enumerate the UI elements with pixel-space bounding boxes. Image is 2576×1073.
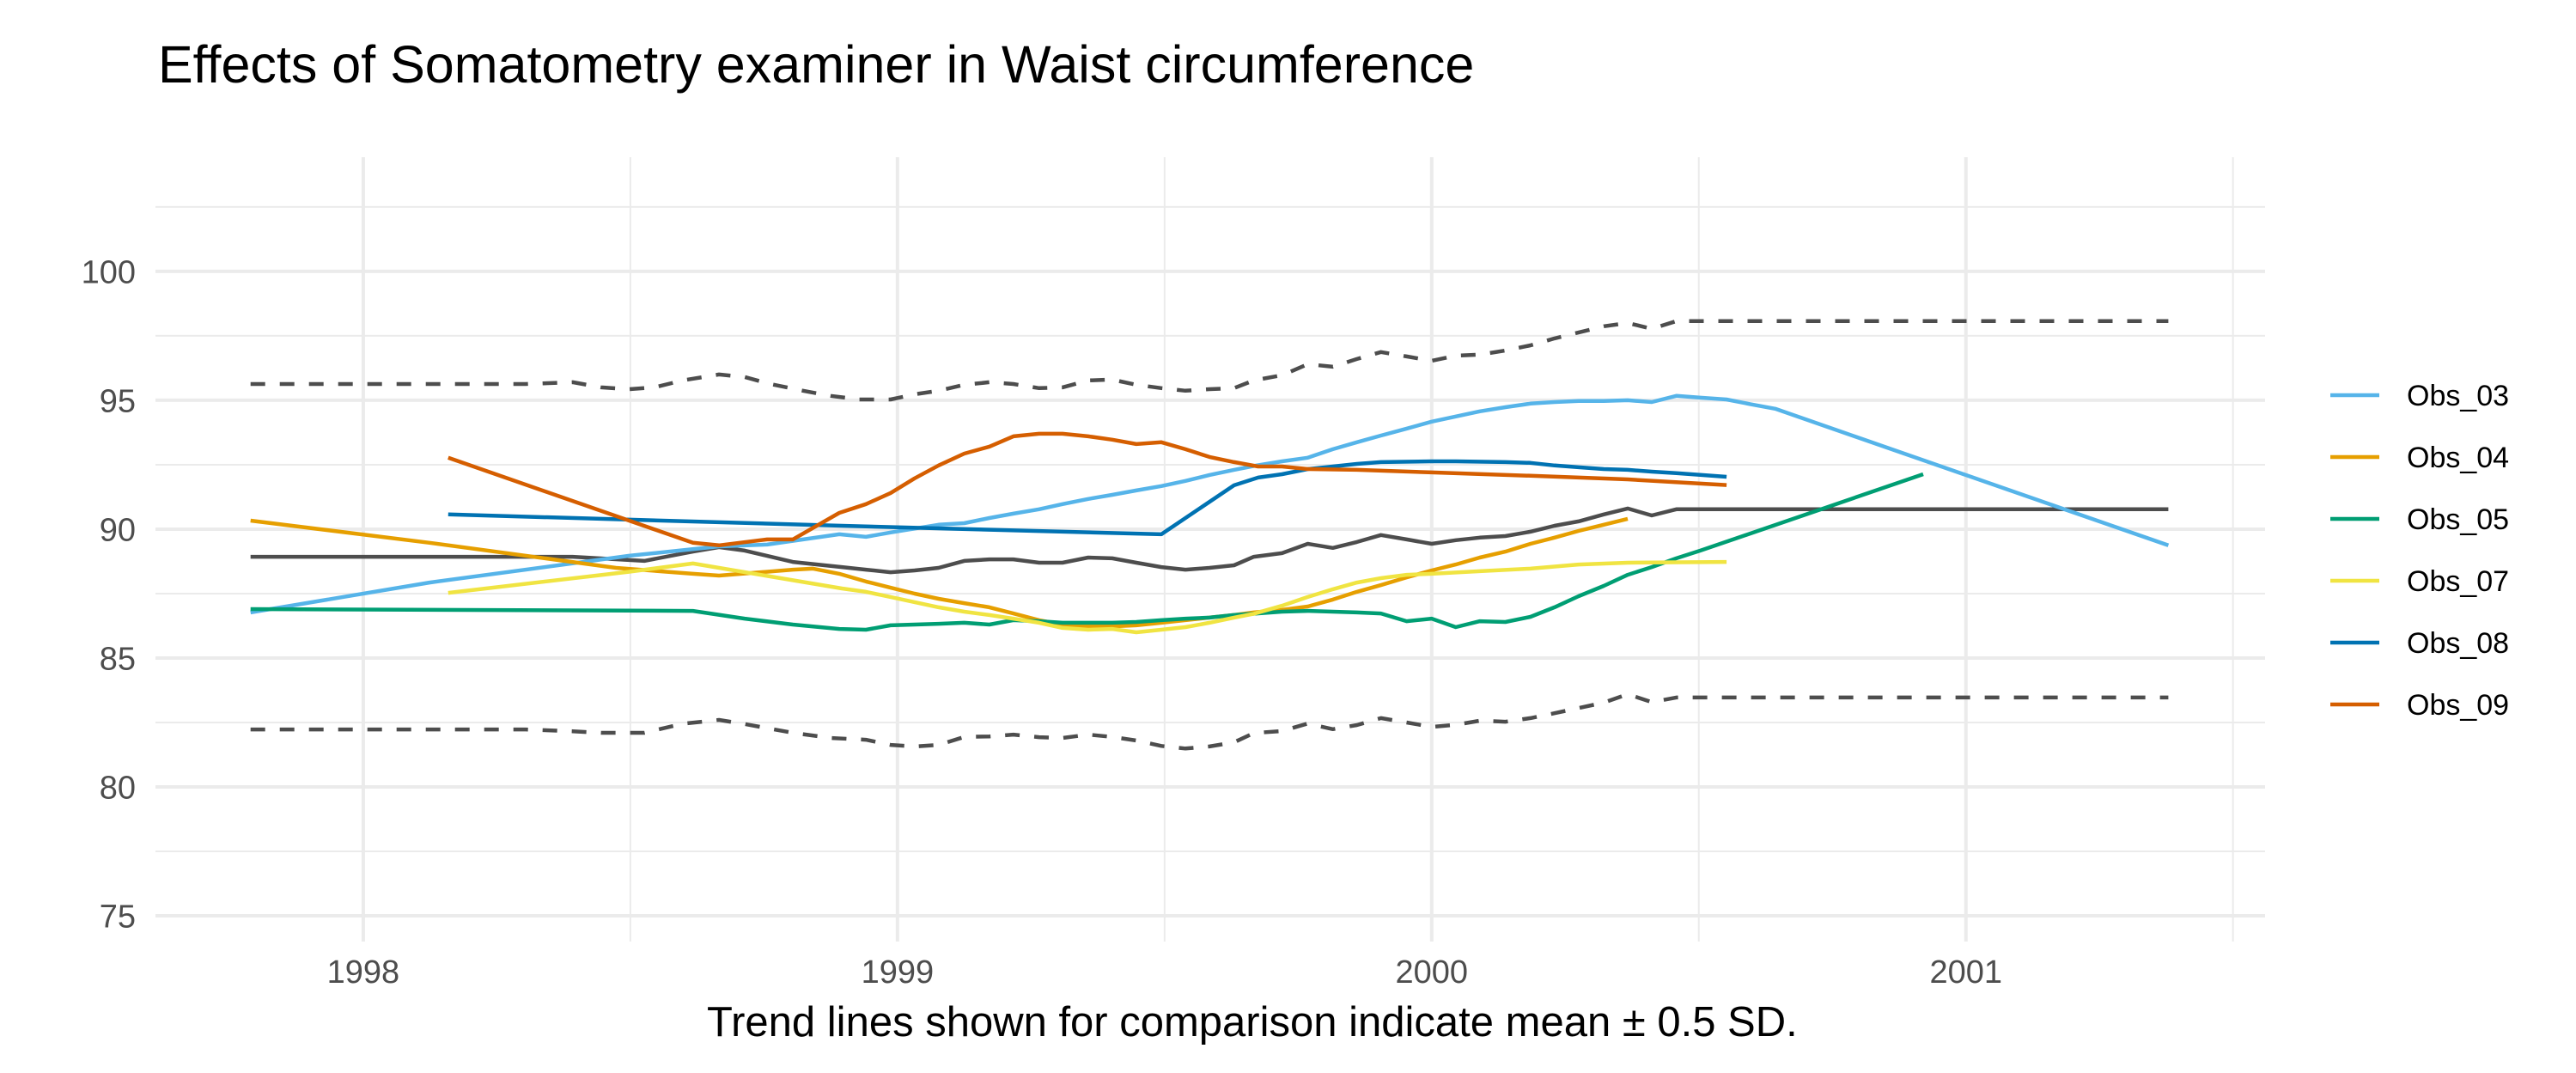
- legend-label: Obs_04: [2407, 442, 2509, 474]
- chart-caption: Trend lines shown for comparison indicat…: [707, 999, 1798, 1046]
- legend-label: Obs_08: [2407, 627, 2509, 660]
- series-line-obs-08: [448, 459, 1727, 537]
- upper-sd-line: [250, 319, 2169, 402]
- legend-label: Obs_03: [2407, 380, 2509, 412]
- legend-item: Obs_05: [2330, 503, 2509, 536]
- chart-title: Effects of Somatometry examiner in Waist…: [158, 35, 1474, 94]
- mean-line: [250, 506, 2169, 575]
- y-tick-label: 85: [100, 641, 136, 677]
- legend-item: Obs_08: [2330, 627, 2509, 660]
- y-tick-label: 75: [100, 899, 136, 935]
- legend-item: Obs_07: [2330, 565, 2509, 598]
- y-tick-label: 100: [82, 254, 136, 290]
- legend-item: Obs_03: [2330, 380, 2509, 412]
- y-tick-label: 80: [100, 770, 136, 806]
- series-line-obs-04: [250, 516, 1629, 629]
- legend-label: Obs_05: [2407, 503, 2509, 536]
- series-line-obs-05: [250, 472, 1924, 632]
- minor-gridlines: [155, 157, 2265, 942]
- y-tick-label: 90: [100, 512, 136, 548]
- major-gridlines: [155, 157, 2265, 942]
- legend-label: Obs_09: [2407, 689, 2509, 722]
- series-line-obs-03: [250, 393, 2170, 615]
- legend: Obs_03 Obs_04 Obs_05 Obs_07 Obs_08 Obs_09: [2330, 380, 2509, 722]
- y-tick-label: 95: [100, 383, 136, 419]
- lower-sd-line: [250, 692, 2169, 751]
- legend-item: Obs_09: [2330, 689, 2509, 722]
- series-lines: [250, 393, 2170, 635]
- x-axis: 1998 1999 2000 2001: [327, 954, 2002, 991]
- x-tick-label: 2000: [1396, 954, 1469, 991]
- reference-lines: [250, 319, 2169, 751]
- series-line-obs-07: [448, 559, 1727, 635]
- legend-label: Obs_07: [2407, 565, 2509, 598]
- series-line-obs-09: [448, 431, 1727, 548]
- y-axis: 75 80 85 90 95 100: [82, 254, 136, 935]
- legend-item: Obs_04: [2330, 442, 2509, 474]
- x-tick-label: 2001: [1929, 954, 2002, 991]
- x-tick-label: 1998: [327, 954, 400, 991]
- x-tick-label: 1999: [862, 954, 935, 991]
